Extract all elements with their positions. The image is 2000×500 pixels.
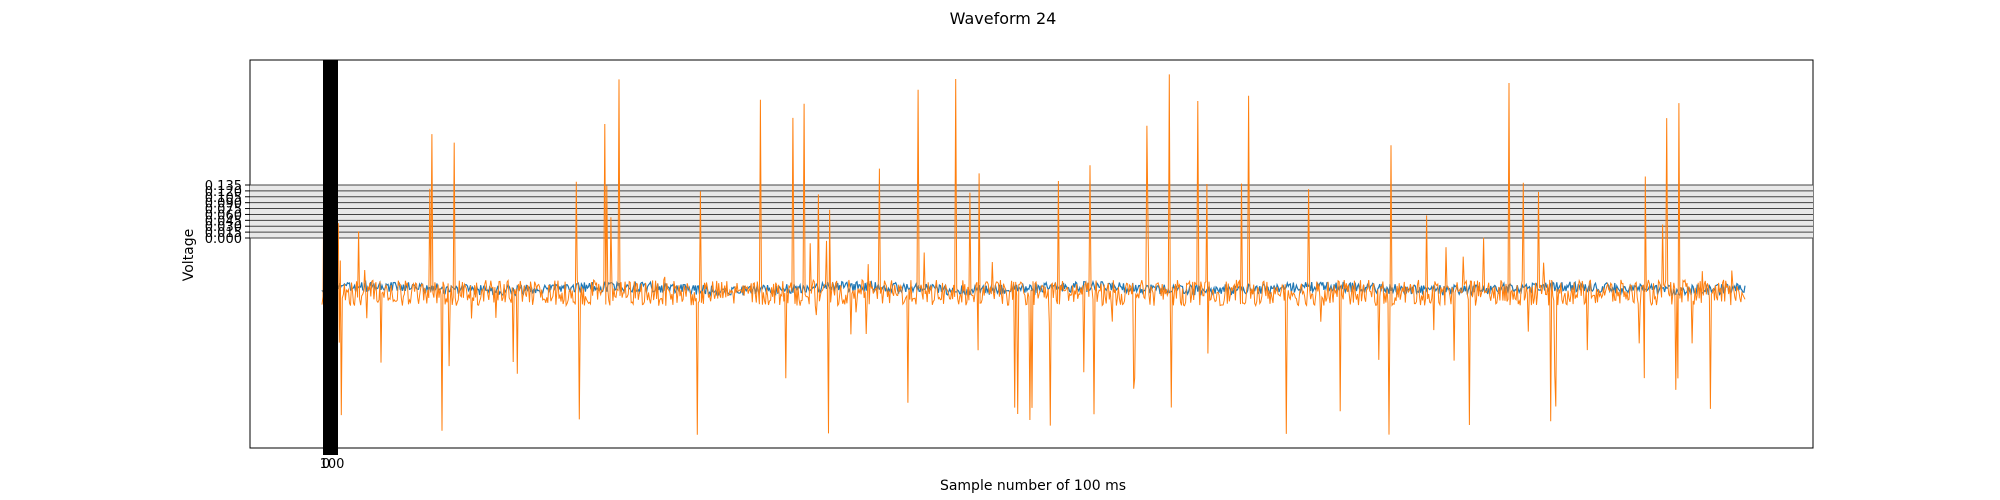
ytick-label: 0.120 [205, 185, 242, 200]
series-lines [321, 74, 1746, 435]
ytick-band-fill [250, 185, 1813, 238]
ytick-label: 0.135 [205, 179, 242, 194]
marker-bar [323, 60, 338, 455]
ytick-label: 0.000 [205, 232, 242, 247]
ytick-label: 0.060 [205, 208, 242, 223]
series-line [321, 74, 1746, 435]
ytick-label: 0.030 [205, 220, 242, 235]
ytick-label: 0.015 [205, 226, 242, 241]
ytick-band [250, 184, 1813, 239]
ytick-label: 0.045 [205, 214, 242, 229]
y-axis-ticks: 0.0000.0150.0300.0450.0600.0750.0900.105… [205, 179, 250, 247]
xtick-label: 0 [322, 457, 330, 472]
x-axis-label: Sample number of 100 ms [940, 478, 1126, 494]
ytick-label: 0.075 [205, 203, 242, 218]
chart-title: Waveform 24 [950, 9, 1057, 28]
xtick-label: 100 [320, 457, 345, 472]
ytick-label: 0.105 [205, 191, 242, 206]
ytick-label: 0.090 [205, 197, 242, 212]
y-axis-label: Voltage [181, 229, 197, 282]
